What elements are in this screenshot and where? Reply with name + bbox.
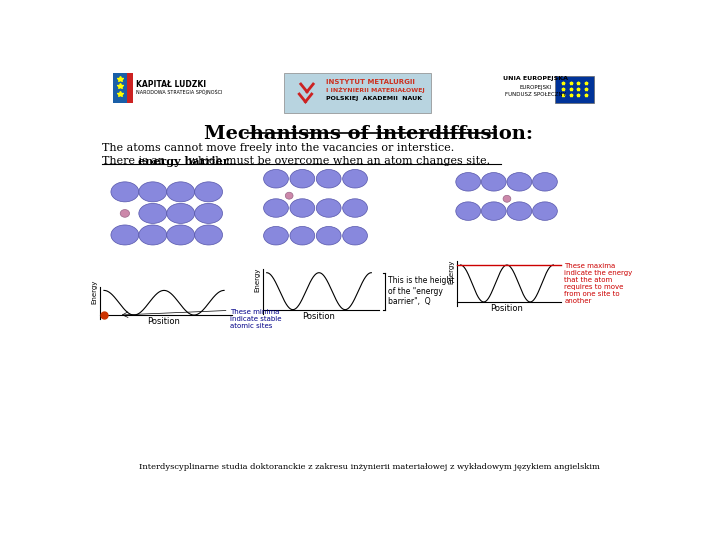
- Text: EUROPEJSKI: EUROPEJSKI: [520, 85, 552, 90]
- Text: These minima
indicate stable
atomic sites: These minima indicate stable atomic site…: [230, 309, 282, 329]
- Ellipse shape: [264, 226, 289, 245]
- Ellipse shape: [507, 173, 532, 191]
- Text: POLSKIEJ  AKADEMII  NAUK: POLSKIEJ AKADEMII NAUK: [326, 96, 423, 100]
- Ellipse shape: [316, 226, 341, 245]
- Bar: [127, 72, 133, 103]
- Text: NARODOWA STRATEGIA SPÓJNOŚCI: NARODOWA STRATEGIA SPÓJNOŚCI: [137, 90, 223, 96]
- Text: energy barrier: energy barrier: [138, 156, 229, 167]
- Text: I INŻYNIERII MATERIAŁOWEJ: I INŻYNIERII MATERIAŁOWEJ: [326, 87, 425, 93]
- Text: FUNDUSZ SPOŁECZNY: FUNDUSZ SPOŁECZNY: [505, 92, 566, 97]
- Ellipse shape: [285, 192, 293, 199]
- Text: Energy: Energy: [448, 260, 454, 285]
- Ellipse shape: [482, 202, 506, 220]
- Ellipse shape: [343, 199, 367, 217]
- Ellipse shape: [290, 170, 315, 188]
- Ellipse shape: [456, 173, 481, 191]
- Ellipse shape: [533, 202, 557, 220]
- Ellipse shape: [139, 204, 167, 224]
- Bar: [555, 76, 594, 103]
- Text: There is an: There is an: [102, 156, 168, 166]
- Ellipse shape: [139, 225, 167, 245]
- Text: This is the height
of the "energy
barrier",  Q: This is the height of the "energy barrie…: [388, 276, 455, 306]
- Ellipse shape: [167, 182, 194, 202]
- Ellipse shape: [167, 204, 194, 224]
- Ellipse shape: [139, 182, 167, 202]
- Bar: [113, 72, 127, 103]
- Ellipse shape: [264, 170, 289, 188]
- Bar: [284, 72, 431, 112]
- Ellipse shape: [120, 210, 130, 217]
- Text: which must be overcome when an atom changes site.: which must be overcome when an atom chan…: [184, 156, 490, 166]
- Ellipse shape: [194, 225, 222, 245]
- Text: Interdyscyplinarne studia doktoranckie z zakresu inżynierii materiałowej z wykła: Interdyscyplinarne studia doktoranckie z…: [138, 463, 600, 471]
- Text: Position: Position: [490, 304, 523, 313]
- Ellipse shape: [533, 173, 557, 191]
- Text: UNIA EUROPEJSKA: UNIA EUROPEJSKA: [503, 76, 568, 82]
- Ellipse shape: [456, 202, 481, 220]
- Text: Energy: Energy: [254, 268, 261, 292]
- Ellipse shape: [167, 225, 194, 245]
- Text: The atoms cannot move freely into the vacancies or interstice.: The atoms cannot move freely into the va…: [102, 143, 454, 153]
- Text: Position: Position: [302, 312, 336, 321]
- Ellipse shape: [194, 204, 222, 224]
- Ellipse shape: [343, 170, 367, 188]
- Text: Mechanisms of interdiffusion:: Mechanisms of interdiffusion:: [204, 125, 534, 143]
- Text: KAPITAŁ LUDZKI: KAPITAŁ LUDZKI: [137, 80, 207, 89]
- Text: Energy: Energy: [91, 279, 98, 303]
- Ellipse shape: [290, 199, 315, 217]
- Ellipse shape: [343, 226, 367, 245]
- Text: INSTYTUT METALURGII: INSTYTUT METALURGII: [326, 79, 415, 85]
- Ellipse shape: [111, 182, 139, 202]
- Text: These maxima
indicate the energy
that the atom
requires to move
from one site to: These maxima indicate the energy that th…: [564, 262, 633, 303]
- Ellipse shape: [503, 195, 510, 202]
- Ellipse shape: [507, 202, 532, 220]
- Ellipse shape: [264, 199, 289, 217]
- Ellipse shape: [111, 225, 139, 245]
- Ellipse shape: [316, 170, 341, 188]
- Ellipse shape: [194, 182, 222, 202]
- Ellipse shape: [290, 226, 315, 245]
- Ellipse shape: [482, 173, 506, 191]
- Ellipse shape: [316, 199, 341, 217]
- Text: Position: Position: [148, 318, 181, 326]
